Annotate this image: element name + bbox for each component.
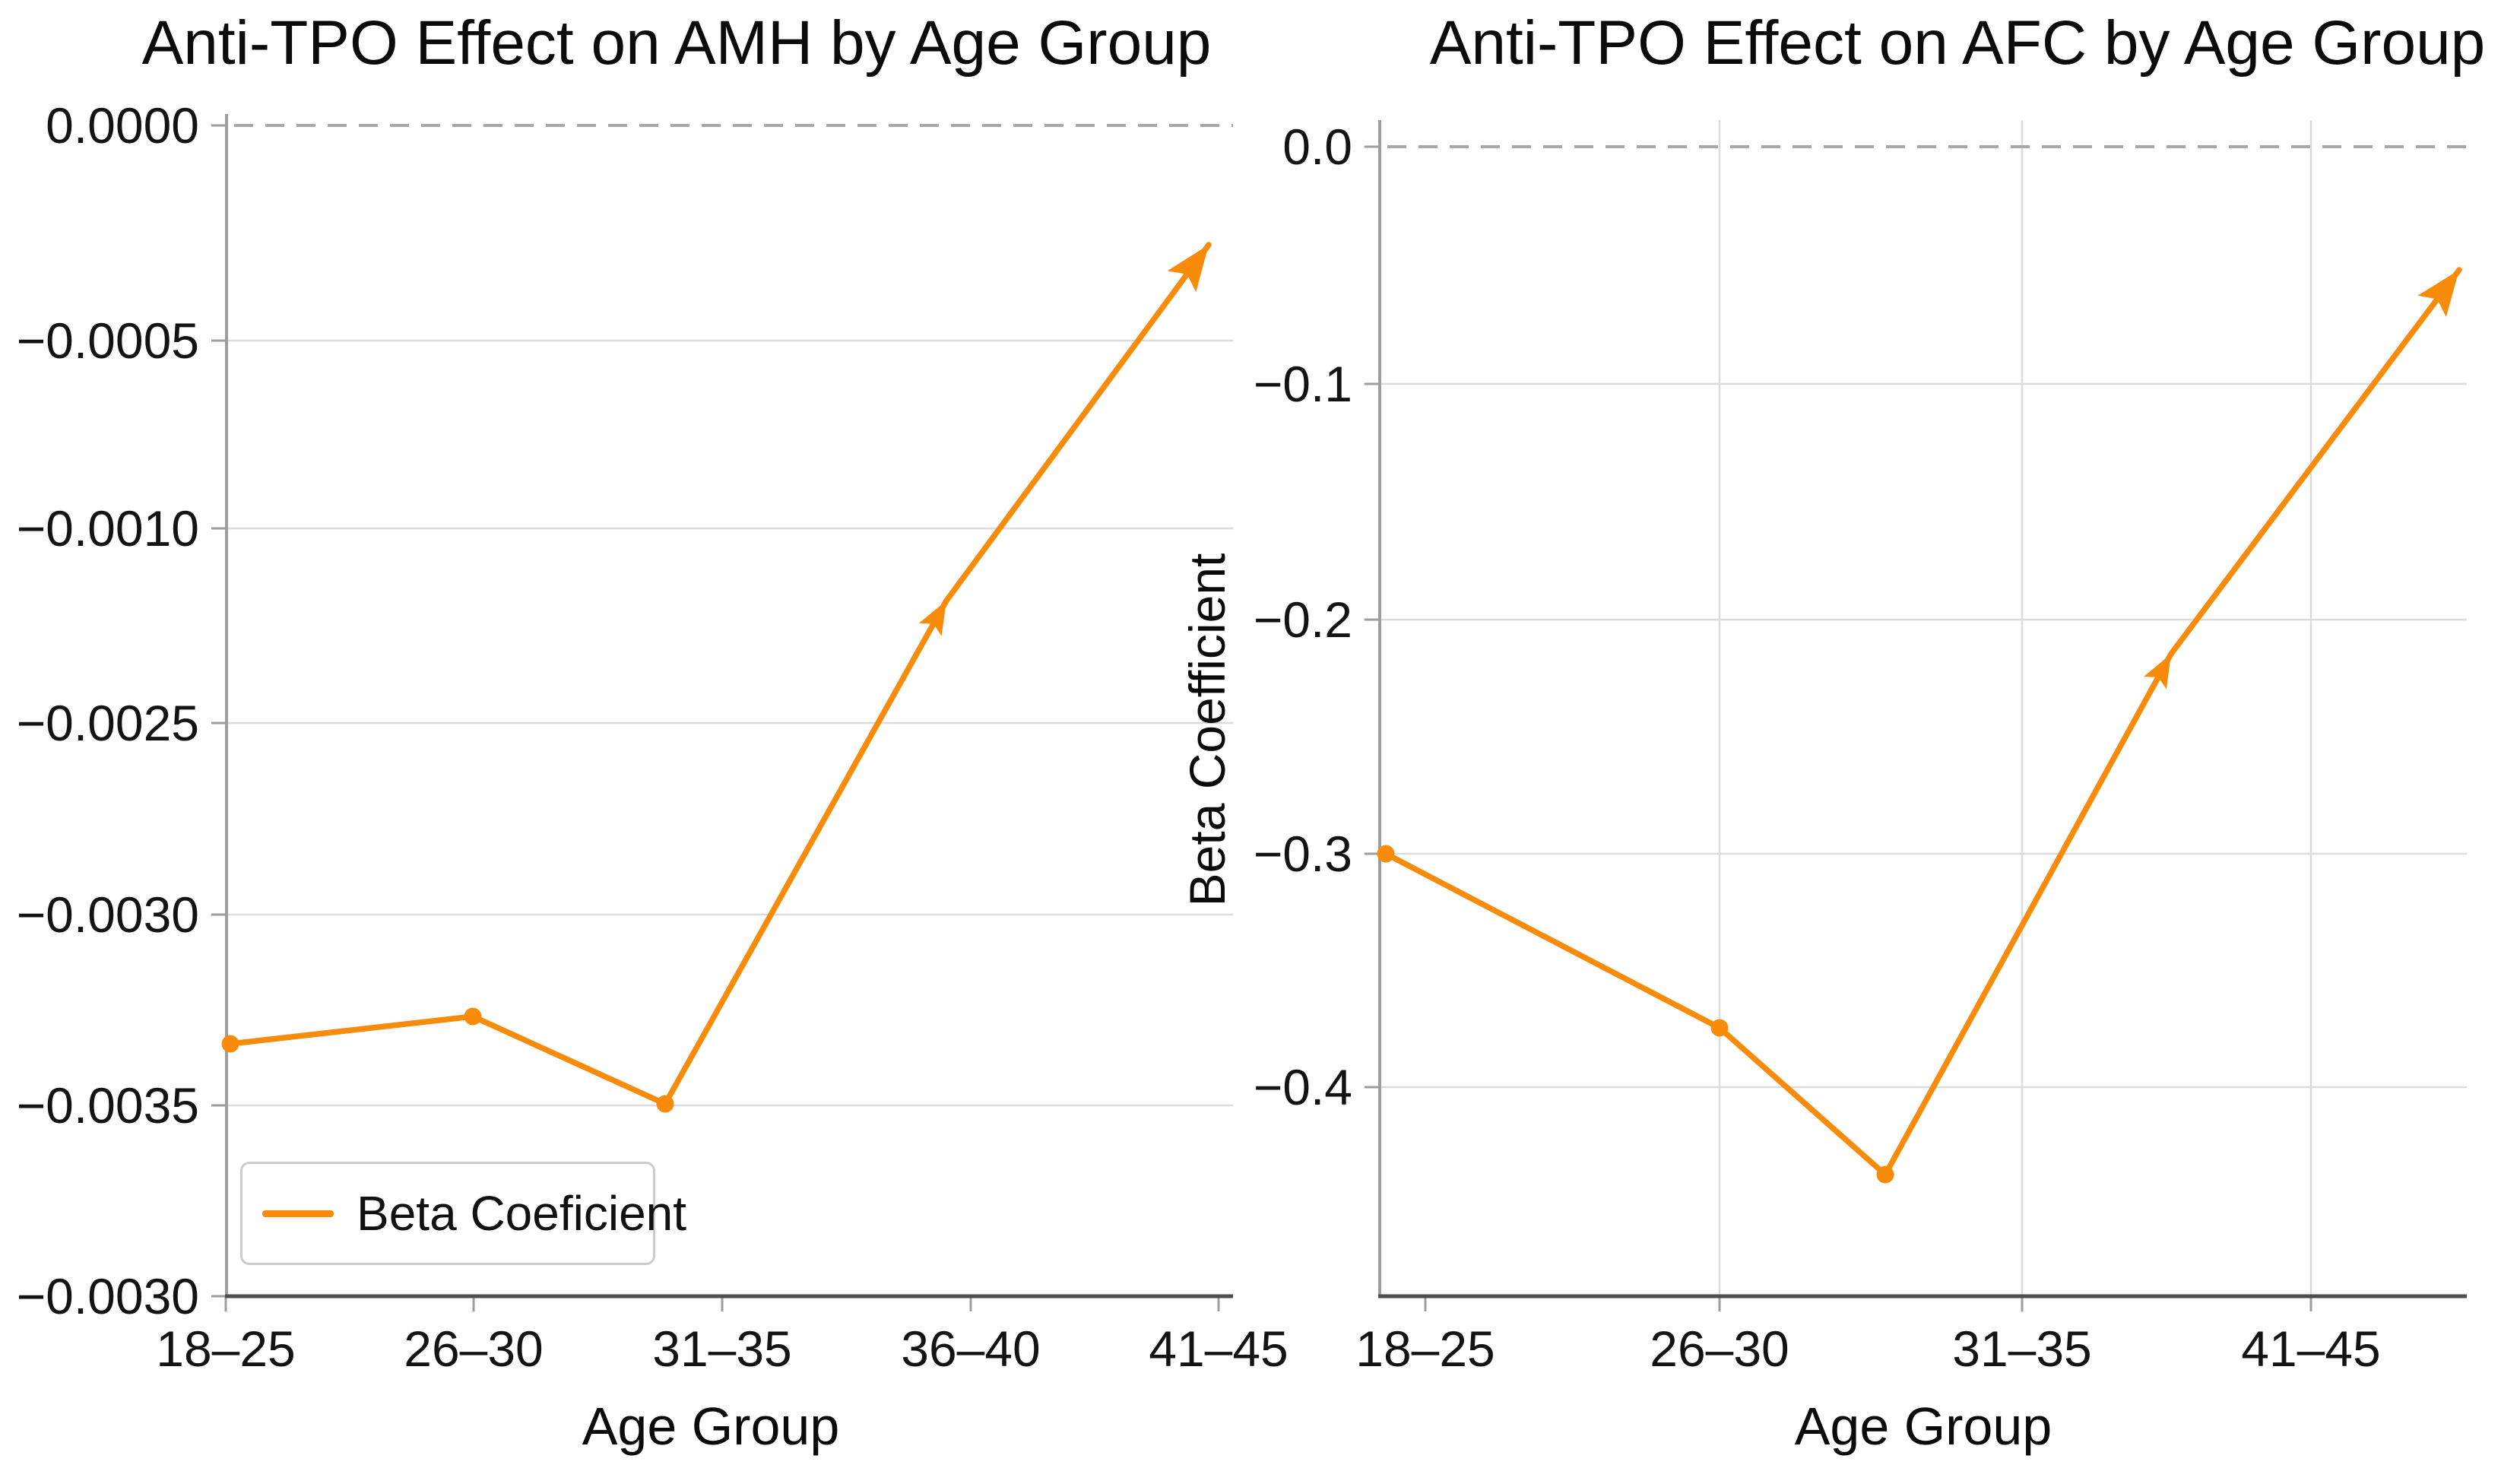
y-tick-label: −0.3 — [1254, 826, 1352, 882]
right-chart-title: Anti-TPO Effect on AFC by Age Group — [1429, 8, 2486, 78]
y-tick-label: −0.4 — [1254, 1059, 1352, 1115]
mid-line-arrow-icon — [2143, 654, 2171, 690]
legend-line-sample-icon — [262, 1210, 334, 1217]
y-tick-label: −0.0005 — [17, 312, 199, 369]
y-tick-label: 0.0 — [1282, 119, 1352, 175]
x-tick-label: 41–45 — [1149, 1321, 1289, 1377]
y-tick-label: 0.0000 — [46, 97, 199, 154]
mid-line-arrow-icon — [918, 601, 946, 636]
line-end-arrowhead-icon — [2417, 270, 2459, 317]
x-tick-label: 26–30 — [1650, 1321, 1789, 1377]
y-tick-label: −0.0010 — [17, 500, 199, 556]
x-tick-label: 41–45 — [2241, 1321, 2381, 1377]
y-tick-label: −0.0030 — [17, 1268, 199, 1324]
x-tick-label: 36–40 — [901, 1321, 1041, 1377]
data-point-marker — [656, 1095, 674, 1113]
data-point-marker — [464, 1007, 482, 1026]
legend-label: Beta Coeficient — [357, 1186, 687, 1241]
y-tick-label: −0.1 — [1254, 356, 1352, 412]
left-chart-title: Anti-TPO Effect on AMH by Age Group — [141, 8, 1212, 78]
x-tick-label: 26–30 — [404, 1321, 544, 1377]
right-x-axis-label: Age Group — [1794, 1397, 2052, 1456]
legend-box: Beta Coeficient — [240, 1162, 686, 1265]
line-end-arrowhead-icon — [1167, 245, 1209, 293]
data-point-marker — [1710, 1019, 1729, 1037]
y-tick-label: −0.0030 — [17, 886, 199, 943]
data-line — [1383, 267, 2462, 1178]
y-tick-label: −0.0025 — [17, 695, 199, 751]
x-tick-label: 31–35 — [1952, 1321, 2092, 1377]
x-tick-label: 18–25 — [156, 1321, 296, 1377]
x-tick-label: 31–35 — [652, 1321, 792, 1377]
x-tick-label: 18–25 — [1355, 1321, 1495, 1377]
left-x-axis-label: Age Group — [582, 1397, 840, 1456]
data-point-marker — [1876, 1165, 1894, 1184]
y-tick-label: −0.2 — [1254, 591, 1352, 648]
right-y-axis-label: Beta Coefficient — [1179, 553, 1235, 907]
y-tick-label: −0.0035 — [17, 1077, 199, 1134]
data-line — [227, 242, 1212, 1107]
data-point-marker — [1377, 845, 1395, 863]
data-point-marker — [221, 1035, 239, 1053]
